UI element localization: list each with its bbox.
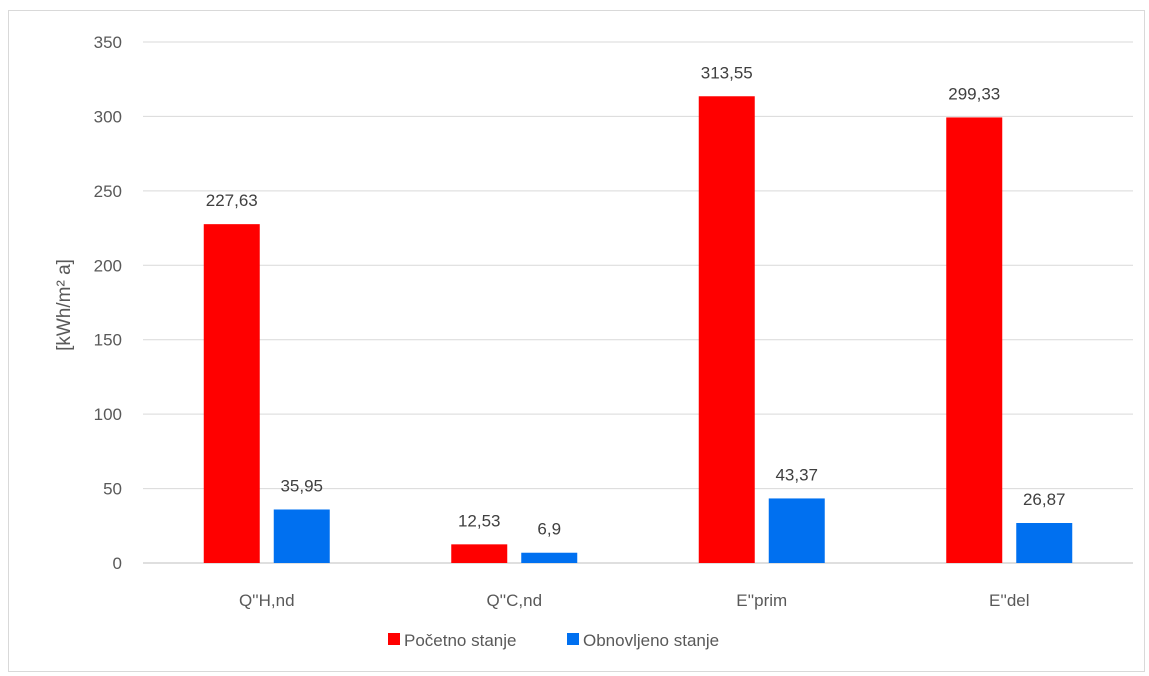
category-label: Q''C,nd [486,591,542,610]
legend-swatch [567,633,579,645]
legend: Početno stanje Obnovljeno stanje [388,631,719,650]
bar-pocetno [946,117,1003,564]
bar-obnovljeno [521,552,578,563]
category-label: E''del [989,591,1030,610]
category-labels: Q''H,nd Q''C,nd E''prim E''del [239,591,1030,610]
data-label: 299,33 [948,84,1000,103]
bar-pocetno [203,224,260,563]
y-axis-ticks: 0 50 100 150 200 250 300 350 [94,33,122,573]
data-label: 26,87 [1023,490,1066,509]
y-tick-label: 350 [94,33,122,52]
bars [203,96,1073,564]
data-labels: 227,63 35,95 12,53 6,9 313,55 43,37 299,33 26,8… [206,63,1066,538]
legend-label: Početno stanje [404,631,516,650]
y-tick-label: 250 [94,182,122,201]
legend-label: Obnovljeno stanje [583,631,719,650]
bar-obnovljeno [273,509,330,563]
bar-obnovljeno [768,498,825,563]
y-tick-label: 50 [103,480,122,499]
y-tick-label: 150 [94,331,122,350]
bar-pocetno [451,544,508,563]
y-tick-label: 100 [94,405,122,424]
category-label: Q''H,nd [239,591,295,610]
category-label: E''prim [736,591,787,610]
data-label: 12,53 [458,511,501,530]
y-tick-label: 200 [94,256,122,275]
data-label: 35,95 [280,476,323,495]
y-axis-label: [kWh/m² a] [54,259,75,351]
y-tick-label: 0 [113,554,122,573]
data-label: 43,37 [775,465,818,484]
data-label: 6,9 [537,520,561,539]
legend-swatch [388,633,400,645]
data-label: 313,55 [701,63,753,82]
bar-pocetno [698,96,755,564]
y-tick-label: 300 [94,107,122,126]
bar-obnovljeno [1016,523,1073,563]
data-label: 227,63 [206,191,258,210]
